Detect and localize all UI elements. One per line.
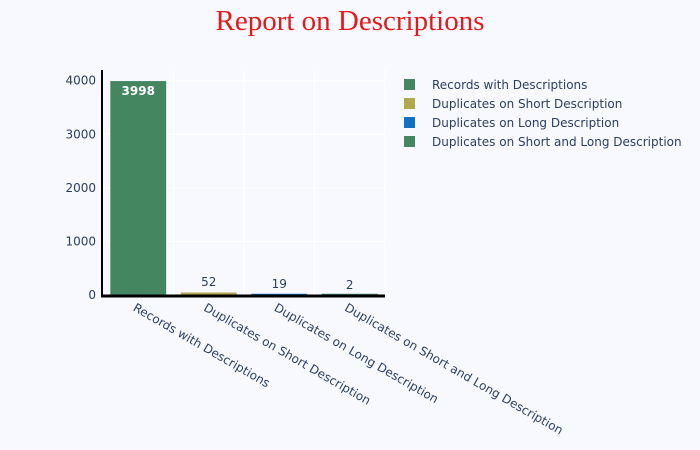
y-tick-labels: 0 1000 2000 3000 4000 [65,74,96,302]
legend-item[interactable]: Duplicates on Short Description [404,94,682,113]
y-tick-label: 3000 [65,127,96,141]
legend-label: Duplicates on Long Description [432,115,620,130]
y-tick-label: 4000 [65,74,96,88]
data-label: 52 [201,275,216,289]
data-label: 3998 [122,84,155,98]
legend-swatch [404,136,415,147]
x-tick-label: Records with Descriptions [131,300,273,390]
legend-label: Duplicates on Short and Long Description [432,134,682,149]
data-labels: 3998 52 19 2 [122,84,354,292]
y-tick-label: 0 [88,288,96,302]
legend-label: Records with Descriptions [432,77,588,92]
data-label: 2 [346,278,354,292]
legend-item[interactable]: Records with Descriptions [404,75,682,94]
legend-swatch [404,117,415,128]
legend-swatch [404,79,415,90]
chart-title: Report on Descriptions [215,5,485,37]
legend-item[interactable]: Duplicates on Short and Long Description [404,132,682,151]
y-tick-label: 1000 [65,234,96,248]
legend-swatch [404,98,415,109]
axes [101,70,385,298]
legend-item[interactable]: Duplicates on Long Description [404,113,682,132]
legend-label: Duplicates on Short Description [432,96,623,111]
y-tick-label: 2000 [65,181,96,195]
bars [109,80,379,296]
bar[interactable] [109,80,167,296]
legend: Records with Descriptions Duplicates on S… [404,75,682,151]
data-label: 19 [272,277,287,291]
